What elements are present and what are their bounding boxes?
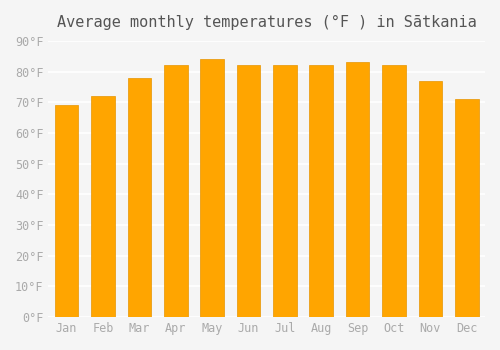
Bar [346,62,370,317]
Bar [54,105,78,317]
Bar [455,99,478,317]
Bar [164,65,188,317]
Bar [273,65,296,317]
Bar [128,78,151,317]
Bar [236,65,260,317]
Bar [418,81,442,317]
Bar [200,59,224,317]
Bar [382,65,406,317]
Bar [91,96,115,317]
Bar [310,65,333,317]
Title: Average monthly temperatures (°F ) in Sātkania: Average monthly temperatures (°F ) in Sā… [57,15,476,30]
